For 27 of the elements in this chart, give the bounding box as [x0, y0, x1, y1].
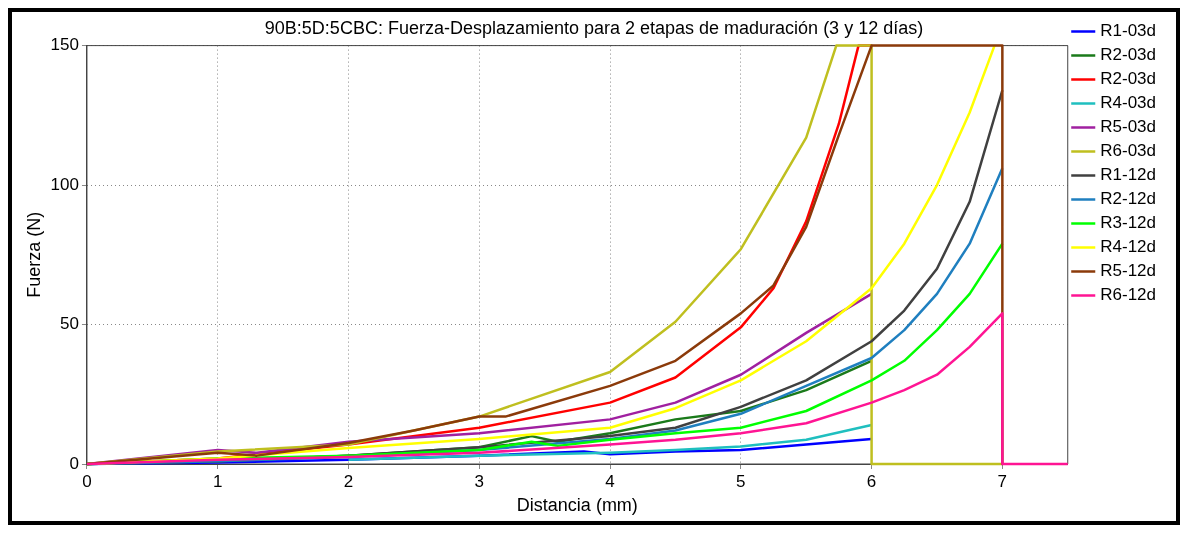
- legend-label: R1-03d: [1100, 21, 1157, 41]
- x-axis-title: Distancia (mm): [516, 495, 638, 516]
- y-axis-title: Fuerza (N): [23, 211, 44, 298]
- legend-label: R5-12d: [1100, 261, 1157, 281]
- chart-title: 90B:5D:5CBC: Fuerza-Desplazamiento para 2 etapas de maduración (3 y 12 días): [264, 17, 924, 38]
- y-tick-label: 50: [60, 314, 79, 334]
- y-tick-label: 100: [50, 174, 79, 194]
- legend-label: R1-12d: [1100, 165, 1157, 185]
- x-tick-label: 1: [213, 471, 223, 491]
- legend-label: R2-12d: [1100, 189, 1157, 209]
- x-tick-label: 5: [736, 471, 746, 491]
- legend-label: R6-12d: [1100, 285, 1157, 305]
- legend-label: R2-03d: [1100, 45, 1157, 65]
- x-tick-label: 0: [82, 471, 92, 491]
- x-tick-label: 2: [343, 471, 354, 491]
- legend-label: R4-03d: [1100, 93, 1157, 113]
- legend-label: R6-03d: [1100, 141, 1157, 161]
- x-tick-label: 4: [605, 471, 615, 491]
- legend-label: R5-03d: [1100, 117, 1157, 137]
- x-tick-label: 3: [474, 471, 485, 491]
- x-tick-label: 6: [866, 471, 877, 491]
- legend-label: R2-03d: [1100, 69, 1157, 89]
- legend-label: R3-12d: [1100, 213, 1157, 233]
- y-tick-label: 150: [50, 35, 79, 55]
- legend-label: R4-12d: [1100, 237, 1157, 257]
- x-tick-label: 7: [997, 471, 1008, 491]
- y-tick-label: 0: [69, 453, 79, 473]
